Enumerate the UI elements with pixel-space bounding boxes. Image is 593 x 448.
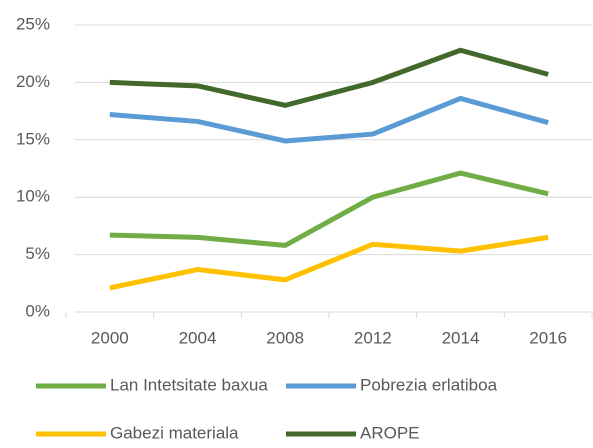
- x-tick-label: 2004: [179, 328, 217, 347]
- series-line: [109, 47, 549, 108]
- x-tick-label: 2012: [354, 328, 392, 347]
- legend-label: Lan Intetsitate baxua: [110, 375, 268, 394]
- y-tick-label: 25%: [16, 14, 50, 33]
- series-line: [109, 234, 549, 291]
- x-tick-label: 2014: [442, 328, 480, 347]
- series-line: [109, 170, 549, 248]
- y-tick-label: 5%: [25, 244, 50, 263]
- x-tick-label: 2008: [266, 328, 304, 347]
- legend-label: Pobrezia erlatiboa: [360, 375, 498, 394]
- y-tick-label: 10%: [16, 187, 50, 206]
- y-tick-label: 20%: [16, 72, 50, 91]
- x-tick-label: 2000: [91, 328, 129, 347]
- y-tick-label: 0%: [25, 301, 50, 320]
- legend-label: AROPE: [360, 423, 420, 442]
- x-tick-label: 2016: [529, 328, 567, 347]
- y-tick-label: 15%: [16, 129, 50, 148]
- legend-label: Gabezi materiala: [110, 423, 239, 442]
- series-line: [109, 95, 549, 144]
